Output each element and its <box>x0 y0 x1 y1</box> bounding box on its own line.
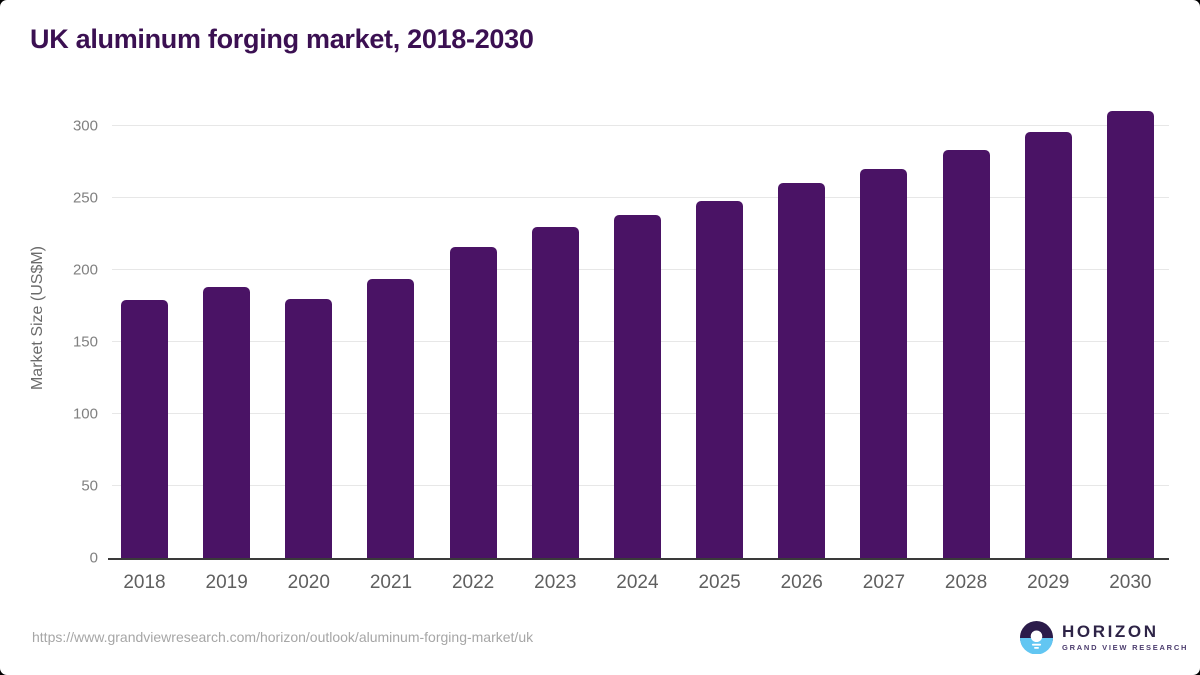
bar-cell-2026: 2026 <box>778 183 826 593</box>
bar-cell-2022: 2022 <box>449 246 497 593</box>
horizon-logo: HORIZON GRAND VIEW RESEARCH <box>1020 621 1188 654</box>
y-axis-title: Market Size (US$M) <box>29 245 46 391</box>
y-tick-label-50: 50 <box>81 477 98 495</box>
x-tick-label-2024: 2024 <box>616 572 659 593</box>
y-tick-label-0: 0 <box>89 549 98 567</box>
x-tick-label-2019: 2019 <box>205 572 248 593</box>
plot-area: 0 50 100 150 200 250 300 2018 2019 2020 2021 2022 20… <box>73 110 1169 593</box>
x-tick-label-2030: 2030 <box>1109 572 1152 593</box>
bar-2026 <box>778 183 826 558</box>
x-tick-label-2025: 2025 <box>698 572 741 593</box>
bars-container: 2018 2019 2020 2021 2022 2023 2024 2025 2026 2027… <box>108 110 1169 593</box>
bar-2019 <box>203 287 251 558</box>
bar-2018 <box>121 300 168 558</box>
bar-cell-2029: 2029 <box>1024 131 1072 593</box>
bar-cell-2023: 2023 <box>531 226 579 593</box>
x-tick-label-2027: 2027 <box>862 572 906 593</box>
x-tick-label-2026: 2026 <box>780 572 823 593</box>
y-tick-label-200: 200 <box>72 261 98 279</box>
bar-cell-2021: 2021 <box>367 278 415 593</box>
bar-cell-2025: 2025 <box>696 200 744 593</box>
y-tick-label-250: 250 <box>72 189 98 207</box>
bar-2027 <box>860 169 908 558</box>
source-url: https://www.grandviewresearch.com/horizo… <box>32 629 534 645</box>
bar-2025 <box>696 200 744 558</box>
y-tick-label-300: 300 <box>72 117 98 135</box>
bar-cell-2024: 2024 <box>613 215 661 593</box>
horizon-sun-icon <box>1020 621 1053 654</box>
bar-cell-2027: 2027 <box>860 169 908 593</box>
gridline-300 <box>112 124 1169 126</box>
y-tick-label-150: 150 <box>72 333 98 351</box>
bar-2029 <box>1024 131 1072 558</box>
x-tick-label-2028: 2028 <box>944 572 988 593</box>
bar-2030 <box>1106 111 1154 558</box>
gridline-250 <box>112 196 1169 198</box>
bar-cell-2028: 2028 <box>942 150 990 593</box>
x-tick-label-2020: 2020 <box>287 572 330 593</box>
y-tick-label-100: 100 <box>72 405 98 423</box>
bar-2020 <box>285 298 333 558</box>
logo-text: HORIZON GRAND VIEW RESEARCH <box>1062 621 1189 653</box>
x-tick-label-2029: 2029 <box>1027 572 1070 593</box>
logo-subbrand: GRAND VIEW RESEARCH <box>1062 643 1189 653</box>
x-tick-label-2022: 2022 <box>451 572 495 593</box>
bar-2028 <box>942 150 990 558</box>
x-tick-label-2018: 2018 <box>123 572 166 593</box>
chart-title: UK aluminum forging market, 2018-2030 <box>30 24 534 54</box>
bar-2021 <box>367 278 415 558</box>
bar-cell-2019: 2019 <box>203 287 251 593</box>
bar-2022 <box>449 246 497 558</box>
x-tick-label-2023: 2023 <box>534 572 577 593</box>
bar-2023 <box>531 226 579 558</box>
bar-cell-2030: 2030 <box>1106 111 1154 593</box>
bar-cell-2018: 2018 <box>121 300 168 593</box>
logo-brand: HORIZON <box>1062 621 1159 641</box>
x-tick-label-2021: 2021 <box>369 572 413 593</box>
bar-cell-2020: 2020 <box>285 298 333 593</box>
bar-2024 <box>613 215 661 558</box>
